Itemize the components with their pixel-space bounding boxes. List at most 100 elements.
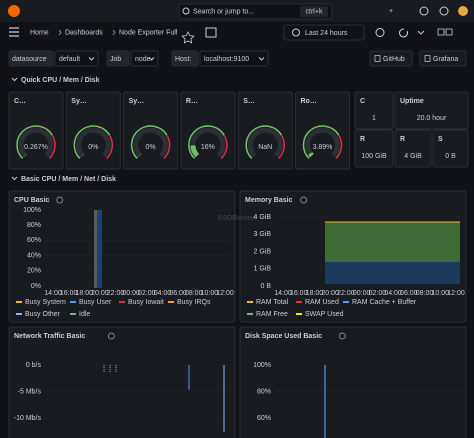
legend-label[interactable]: RAM Total [256, 299, 289, 306]
view-mode[interactable] [437, 28, 453, 36]
series-area [94, 210, 97, 288]
legend-label[interactable]: Busy Other [25, 311, 61, 318]
gauge-threshold [73, 125, 111, 159]
info-icon [56, 196, 64, 204]
variable-value: localhost:9100 [204, 56, 249, 63]
gauge-track [133, 127, 169, 158]
x-tick-label: 14:00 [274, 290, 292, 297]
add-button[interactable]: + [389, 8, 393, 15]
legend-label[interactable]: Idle [79, 311, 90, 318]
variable-value: default [59, 56, 80, 63]
refresh[interactable] [399, 28, 408, 38]
row-title[interactable]: Basic CPU / Mem / Net / Disk [21, 176, 116, 183]
variable-select[interactable] [199, 50, 269, 67]
x-tick-label: 12:00 [216, 290, 234, 297]
y-tick-label: 3 GiB [253, 231, 271, 238]
breadcrumb-sep [58, 29, 62, 36]
help-icon[interactable] [419, 6, 429, 16]
y-tick-label: 80% [27, 222, 41, 229]
panel-title: CPU Basic [14, 197, 50, 204]
x-tick-label: 02:00 [138, 290, 156, 297]
gauge-value: 0% [146, 144, 156, 151]
gauge-track [18, 127, 54, 158]
x-tick-label: 06:00 [400, 290, 418, 297]
x-tick-label: 18:00 [306, 290, 324, 297]
breadcrumb[interactable]: Home [30, 29, 49, 36]
search-icon [182, 7, 190, 15]
panel-title: Network Traffic Basic [14, 333, 85, 340]
star-icon[interactable] [181, 31, 195, 44]
y-tick-label: 80% [257, 388, 271, 395]
x-tick-label: 04:00 [384, 290, 402, 297]
gauge-threshold [130, 125, 168, 159]
legend-label[interactable]: Busy System [25, 299, 66, 306]
x-tick-label: 02:00 [369, 290, 387, 297]
row-title[interactable]: Quick CPU / Mem / Disk [21, 77, 100, 84]
legend-label[interactable]: RAM Cache + Buffer [352, 299, 417, 306]
stat-title: S [438, 136, 443, 143]
stat-value: 1 [372, 115, 376, 122]
gauge-title: Ro… [301, 98, 317, 105]
shortcut: ctrl+k [306, 8, 323, 15]
stat-title: R [360, 136, 365, 143]
select-caret [148, 57, 155, 61]
gauge-threshold [106, 135, 114, 159]
gauge-track [247, 127, 283, 158]
dashboard-link[interactable] [369, 50, 413, 67]
gauge-threshold [48, 135, 56, 159]
variable-label-box [106, 50, 130, 67]
gauge-track [305, 127, 340, 158]
dashboard-link[interactable] [419, 50, 467, 67]
variable-select[interactable] [130, 50, 159, 67]
refresh-menu[interactable] [417, 30, 425, 35]
link-icon [424, 55, 431, 62]
share-icon[interactable] [205, 27, 217, 38]
legend-label[interactable]: Busy Iowait [128, 299, 164, 306]
info-icon [300, 196, 307, 204]
menu-icon[interactable] [9, 27, 19, 37]
variable-label: datasource [12, 56, 47, 63]
y-tick-label: 0% [31, 283, 41, 290]
gauge-track [75, 127, 111, 158]
clock-icon [292, 28, 300, 37]
graph-panel [239, 326, 467, 438]
news-icon[interactable] [439, 6, 449, 16]
row-toggle[interactable] [11, 77, 18, 82]
variable-select[interactable] [54, 50, 99, 67]
x-tick-label: 08:00 [185, 290, 203, 297]
legend-label[interactable]: RAM Used [305, 299, 339, 306]
stat-value: 4 GiB [404, 153, 422, 160]
row-toggle[interactable] [11, 176, 18, 181]
grafana-logo[interactable] [8, 5, 20, 17]
breadcrumb-sep [112, 29, 116, 36]
legend-label[interactable]: RAM Free [256, 311, 288, 318]
search-placeholder: Search or jump to... [193, 8, 254, 15]
x-tick-label: 16:00 [290, 290, 308, 297]
legend-label[interactable]: Busy User [79, 299, 112, 306]
zoom-out[interactable] [375, 28, 385, 37]
dashboard: Home Dashboards Node Exporter Full datasour… [8, 29, 469, 438]
legend-label[interactable]: SWAP Used [305, 311, 344, 318]
gauge-threshold [245, 125, 283, 159]
x-tick-label: 10:00 [432, 290, 450, 297]
watermark: SSOReview [218, 215, 257, 222]
link-icon [374, 55, 381, 62]
gauge-threshold [188, 125, 226, 159]
gauge-title: S… [243, 98, 255, 105]
x-tick-label: 18:00 [76, 290, 94, 297]
stat-value: 20.0 hour [417, 115, 447, 122]
gauge-fill [190, 145, 200, 158]
variable-value: node [135, 56, 151, 63]
user-avatar[interactable] [458, 6, 468, 16]
x-tick-label: 08:00 [416, 290, 434, 297]
breadcrumb: Node Exporter Full [119, 29, 178, 36]
time-picker[interactable] [283, 24, 365, 41]
info-icon [107, 332, 115, 340]
legend-label[interactable]: Busy IRQs [177, 299, 211, 306]
breadcrumb[interactable]: Dashboards [65, 29, 103, 36]
select-caret [258, 57, 265, 61]
gauge-threshold [220, 135, 228, 159]
x-tick-label: 20:00 [91, 290, 109, 297]
search-box[interactable] [178, 3, 333, 20]
